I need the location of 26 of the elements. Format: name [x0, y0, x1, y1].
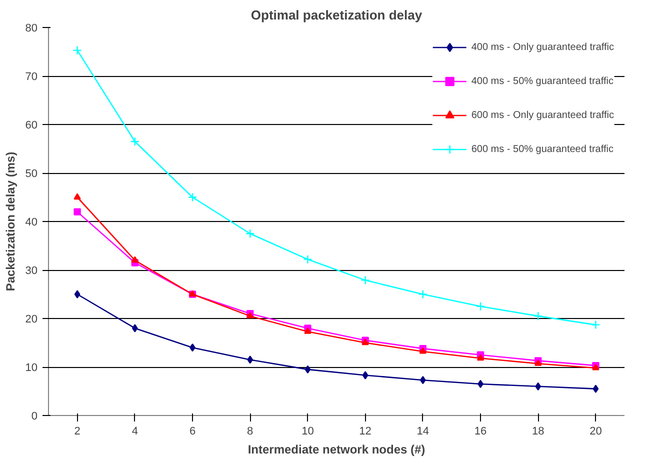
legend-label: 600 ms - 50% guaranteed traffic: [471, 144, 614, 154]
y-tick-label: 60: [25, 120, 38, 132]
y-tick-label: 10: [25, 362, 38, 374]
chart-title: Optimal packetization delay: [250, 8, 423, 22]
x-tick-label: 6: [189, 426, 196, 438]
legend-label: 400 ms - 50% guaranteed traffic: [471, 76, 614, 86]
x-tick-label: 12: [359, 426, 372, 438]
y-tick-label: 20: [25, 314, 38, 326]
y-tick-label: 80: [25, 22, 38, 34]
y-tick-label: 40: [25, 216, 38, 228]
y-axis-title: Packetization delay (ms): [3, 152, 18, 292]
x-tick-label: 4: [132, 426, 138, 438]
x-tick-label: 14: [416, 426, 430, 438]
y-tick-label: 70: [25, 71, 38, 83]
x-tick-label: 16: [474, 426, 487, 438]
x-tick-label: 10: [302, 426, 314, 438]
x-tick-label: 8: [247, 426, 254, 438]
x-tick-label: 20: [590, 426, 602, 438]
y-tick-label: 50: [25, 168, 38, 180]
y-tick-label: 0: [31, 410, 38, 422]
legend-label: 400 ms - Only guaranteed traffic: [471, 42, 614, 52]
legend-label: 600 ms - Only guaranteed traffic: [471, 110, 614, 120]
x-tick-label: 2: [74, 426, 80, 438]
x-tick-label: 18: [532, 426, 544, 438]
x-axis-title: Intermediate network nodes (#): [248, 442, 426, 456]
y-tick-label: 30: [25, 265, 38, 277]
